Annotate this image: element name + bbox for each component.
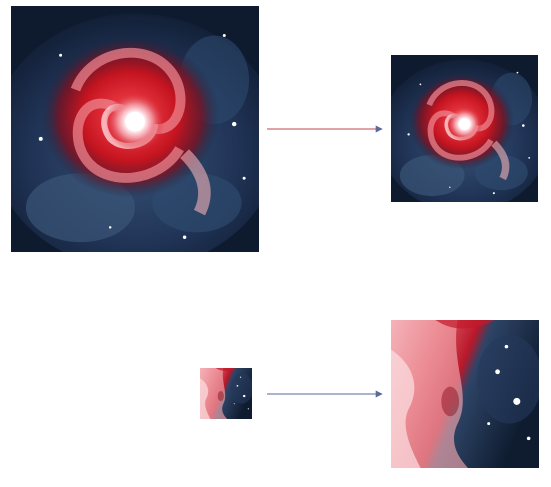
downsample-arrow	[267, 125, 383, 133]
upsample-arrow	[267, 390, 383, 398]
galaxy-image-icon	[11, 6, 259, 252]
galaxy-crop-image	[200, 368, 252, 419]
galaxy-crop-icon	[200, 368, 252, 419]
galaxy-image-icon	[391, 55, 538, 202]
downsampled-galaxy-image	[391, 55, 538, 202]
upsampled-crop-image	[391, 320, 539, 468]
galaxy-crop-icon	[391, 320, 539, 468]
original-galaxy-image	[11, 6, 259, 252]
